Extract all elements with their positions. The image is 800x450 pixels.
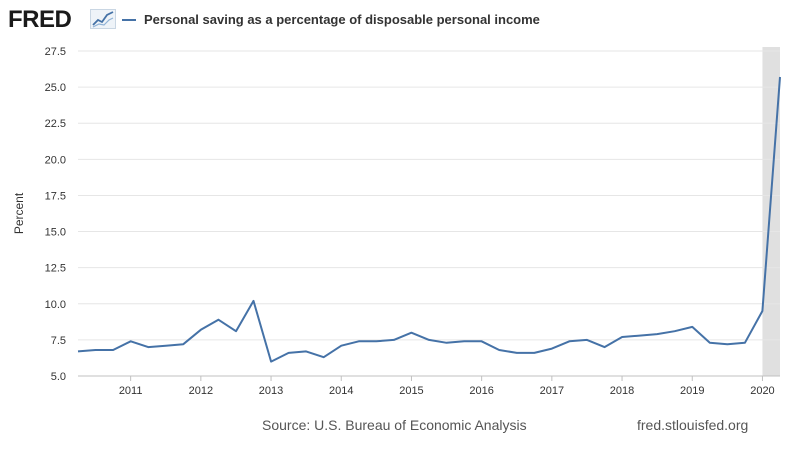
data-point[interactable] [286,350,292,356]
x-tick-label: 2012 [189,385,213,397]
legend-swatch [122,19,136,21]
data-point[interactable] [444,340,450,346]
data-point[interactable] [637,333,643,339]
data-point[interactable] [777,74,783,80]
data-point[interactable] [724,341,730,347]
data-point[interactable] [707,340,713,346]
data-point[interactable] [461,338,467,344]
source-url[interactable]: fred.stlouisfed.org [637,417,749,433]
data-point[interactable] [391,337,397,343]
y-tick-label: 17.5 [45,190,66,202]
data-point[interactable] [742,340,748,346]
data-point[interactable] [426,337,432,343]
data-point[interactable] [689,324,695,330]
series-line[interactable] [77,76,781,363]
data-point[interactable] [268,359,274,365]
data-point[interactable] [672,328,678,334]
data-point[interactable] [180,341,186,347]
y-tick-label: 12.5 [45,263,66,275]
data-point[interactable] [654,331,660,337]
data-point[interactable] [479,338,485,344]
data-point[interactable] [566,338,572,344]
x-tick-label: 2016 [469,385,493,397]
data-point[interactable] [321,354,327,360]
data-point[interactable] [110,347,116,353]
data-point[interactable] [356,338,362,344]
x-tick-label: 2017 [540,385,564,397]
data-point[interactable] [514,350,520,356]
data-point[interactable] [759,308,765,314]
chart-header: FRED Personal saving as a percentage of … [8,4,788,34]
fred-logo[interactable]: FRED [8,6,72,33]
y-tick-label: 20.0 [45,154,66,166]
legend-label[interactable]: Personal saving as a percentage of dispo… [144,12,540,27]
data-point[interactable] [373,338,379,344]
data-point[interactable] [93,347,99,353]
x-tick-label: 2018 [610,385,634,397]
x-tick-label: 2019 [680,385,704,397]
y-tick-label: 5.0 [51,371,66,383]
data-point[interactable] [496,347,502,353]
data-point[interactable] [584,337,590,343]
data-point[interactable] [602,344,608,350]
x-tick-label: 2011 [119,385,143,397]
data-point[interactable] [338,343,344,349]
data-point[interactable] [303,348,309,354]
data-point[interactable] [128,338,134,344]
data-point[interactable] [198,327,204,333]
y-tick-label: 7.5 [51,335,66,347]
data-point[interactable] [215,317,221,323]
x-tick-label: 2020 [750,385,774,397]
y-tick-label: 10.0 [45,299,66,311]
data-point[interactable] [408,330,414,336]
data-point[interactable] [163,343,169,349]
y-axis-label: Percent [12,192,26,234]
data-point[interactable] [233,328,239,334]
y-tick-label: 22.5 [45,118,66,130]
line-chart: 5.0 7.5 10.0 12.5 15.0 17.5 20.0 22.5 25.0 27.5 20… [12,46,783,397]
x-tick-label: 2013 [259,385,283,397]
y-tick-label: 15.0 [45,227,66,239]
y-tick-label: 27.5 [45,46,66,58]
x-tick-label: 2014 [329,385,353,397]
data-point[interactable] [145,344,151,350]
data-point[interactable] [619,334,625,340]
chart-trend-icon [90,9,116,29]
y-tick-label: 25.0 [45,82,66,94]
source-note: Source: U.S. Bureau of Economic Analysis [262,417,527,433]
data-point[interactable] [75,348,81,354]
recession-shading [762,47,780,376]
data-point[interactable] [549,346,555,352]
data-point[interactable] [251,298,257,304]
x-tick-label: 2015 [399,385,423,397]
data-point[interactable] [531,350,537,356]
